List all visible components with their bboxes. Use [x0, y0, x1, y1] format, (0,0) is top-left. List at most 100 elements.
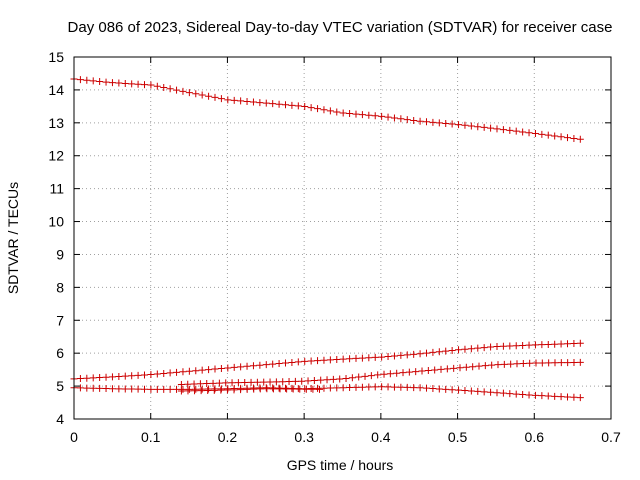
data-point	[291, 377, 299, 385]
data-point	[326, 356, 334, 364]
data-point	[288, 358, 296, 366]
data-point	[237, 97, 245, 105]
grid	[74, 57, 611, 419]
data-point	[237, 363, 245, 371]
data-point	[365, 354, 373, 362]
data-point	[166, 85, 174, 93]
data-point	[134, 80, 142, 88]
data-point	[288, 101, 296, 109]
x-tick-label: 0.5	[448, 429, 468, 445]
data-point	[317, 376, 325, 384]
data-point	[281, 101, 289, 109]
data-point	[545, 359, 553, 367]
data-point	[371, 353, 379, 361]
data-point	[314, 357, 322, 365]
data-point	[531, 129, 539, 137]
data-point	[262, 384, 270, 392]
data-point	[326, 107, 334, 115]
data-point	[184, 380, 192, 388]
series-series-5	[177, 385, 323, 395]
data-point	[121, 372, 129, 380]
data-point	[281, 384, 289, 392]
data-point	[474, 387, 482, 395]
data-point	[346, 384, 354, 392]
data-point	[190, 380, 198, 388]
data-point	[506, 342, 514, 350]
data-point	[134, 371, 142, 379]
data-point	[352, 354, 360, 362]
data-point	[570, 134, 578, 142]
data-point	[442, 347, 450, 355]
x-tick-label: 0.3	[294, 429, 314, 445]
data-point	[179, 87, 187, 95]
data-point	[512, 342, 520, 350]
data-point	[173, 86, 181, 94]
data-point	[217, 385, 225, 393]
data-point	[500, 360, 508, 368]
data-point	[390, 114, 398, 122]
data-point	[544, 340, 552, 348]
data-point	[519, 391, 527, 399]
data-point	[275, 100, 283, 108]
data-point	[217, 95, 225, 103]
data-point	[443, 365, 451, 373]
data-point	[184, 387, 192, 395]
data-point	[262, 361, 270, 369]
data-point	[224, 96, 232, 104]
data-point	[192, 367, 200, 375]
data-point	[461, 121, 469, 129]
data-point	[115, 385, 123, 393]
data-point	[256, 385, 264, 393]
data-point	[210, 386, 218, 394]
data-point	[442, 385, 450, 393]
data-point	[551, 392, 559, 400]
data-point	[435, 119, 443, 127]
data-point	[487, 388, 495, 396]
data-point	[531, 391, 539, 399]
data-point	[153, 82, 161, 90]
data-point	[346, 110, 354, 118]
data-point	[493, 389, 501, 397]
data-point	[115, 79, 123, 87]
data-point	[367, 372, 375, 380]
series-series-1	[70, 75, 584, 143]
data-point	[196, 380, 204, 388]
data-point	[416, 117, 424, 125]
data-point	[403, 351, 411, 359]
data-point	[333, 384, 341, 392]
data-point	[147, 81, 155, 89]
data-point	[487, 343, 495, 351]
data-point	[493, 343, 501, 351]
data-point	[422, 118, 430, 126]
y-tick-label: 15	[48, 49, 64, 65]
data-point	[96, 77, 104, 85]
data-point	[269, 360, 277, 368]
data-point	[288, 384, 296, 392]
data-point	[339, 109, 347, 117]
data-point	[403, 383, 411, 391]
data-point	[557, 340, 565, 348]
data-point	[166, 385, 174, 393]
y-tick-label: 4	[56, 411, 64, 427]
data-point	[198, 366, 206, 374]
data-point	[228, 379, 236, 387]
data-point	[342, 374, 350, 382]
data-point	[320, 356, 328, 364]
data-point	[166, 369, 174, 377]
y-tick-labels: 4 5 6 7 8 9 10 11 12 13 14 15	[48, 49, 64, 427]
data-point	[551, 132, 559, 140]
data-point	[488, 361, 496, 369]
data-point	[576, 135, 584, 143]
data-point	[397, 351, 405, 359]
data-point	[315, 385, 323, 393]
data-point	[474, 344, 482, 352]
data-point	[243, 385, 251, 393]
data-point	[76, 384, 84, 392]
y-tick-label: 11	[49, 181, 64, 197]
data-point	[467, 387, 475, 395]
data-point	[352, 110, 360, 118]
data-point	[462, 363, 470, 371]
data-point	[437, 365, 445, 373]
data-point	[256, 99, 264, 107]
data-point	[506, 390, 514, 398]
